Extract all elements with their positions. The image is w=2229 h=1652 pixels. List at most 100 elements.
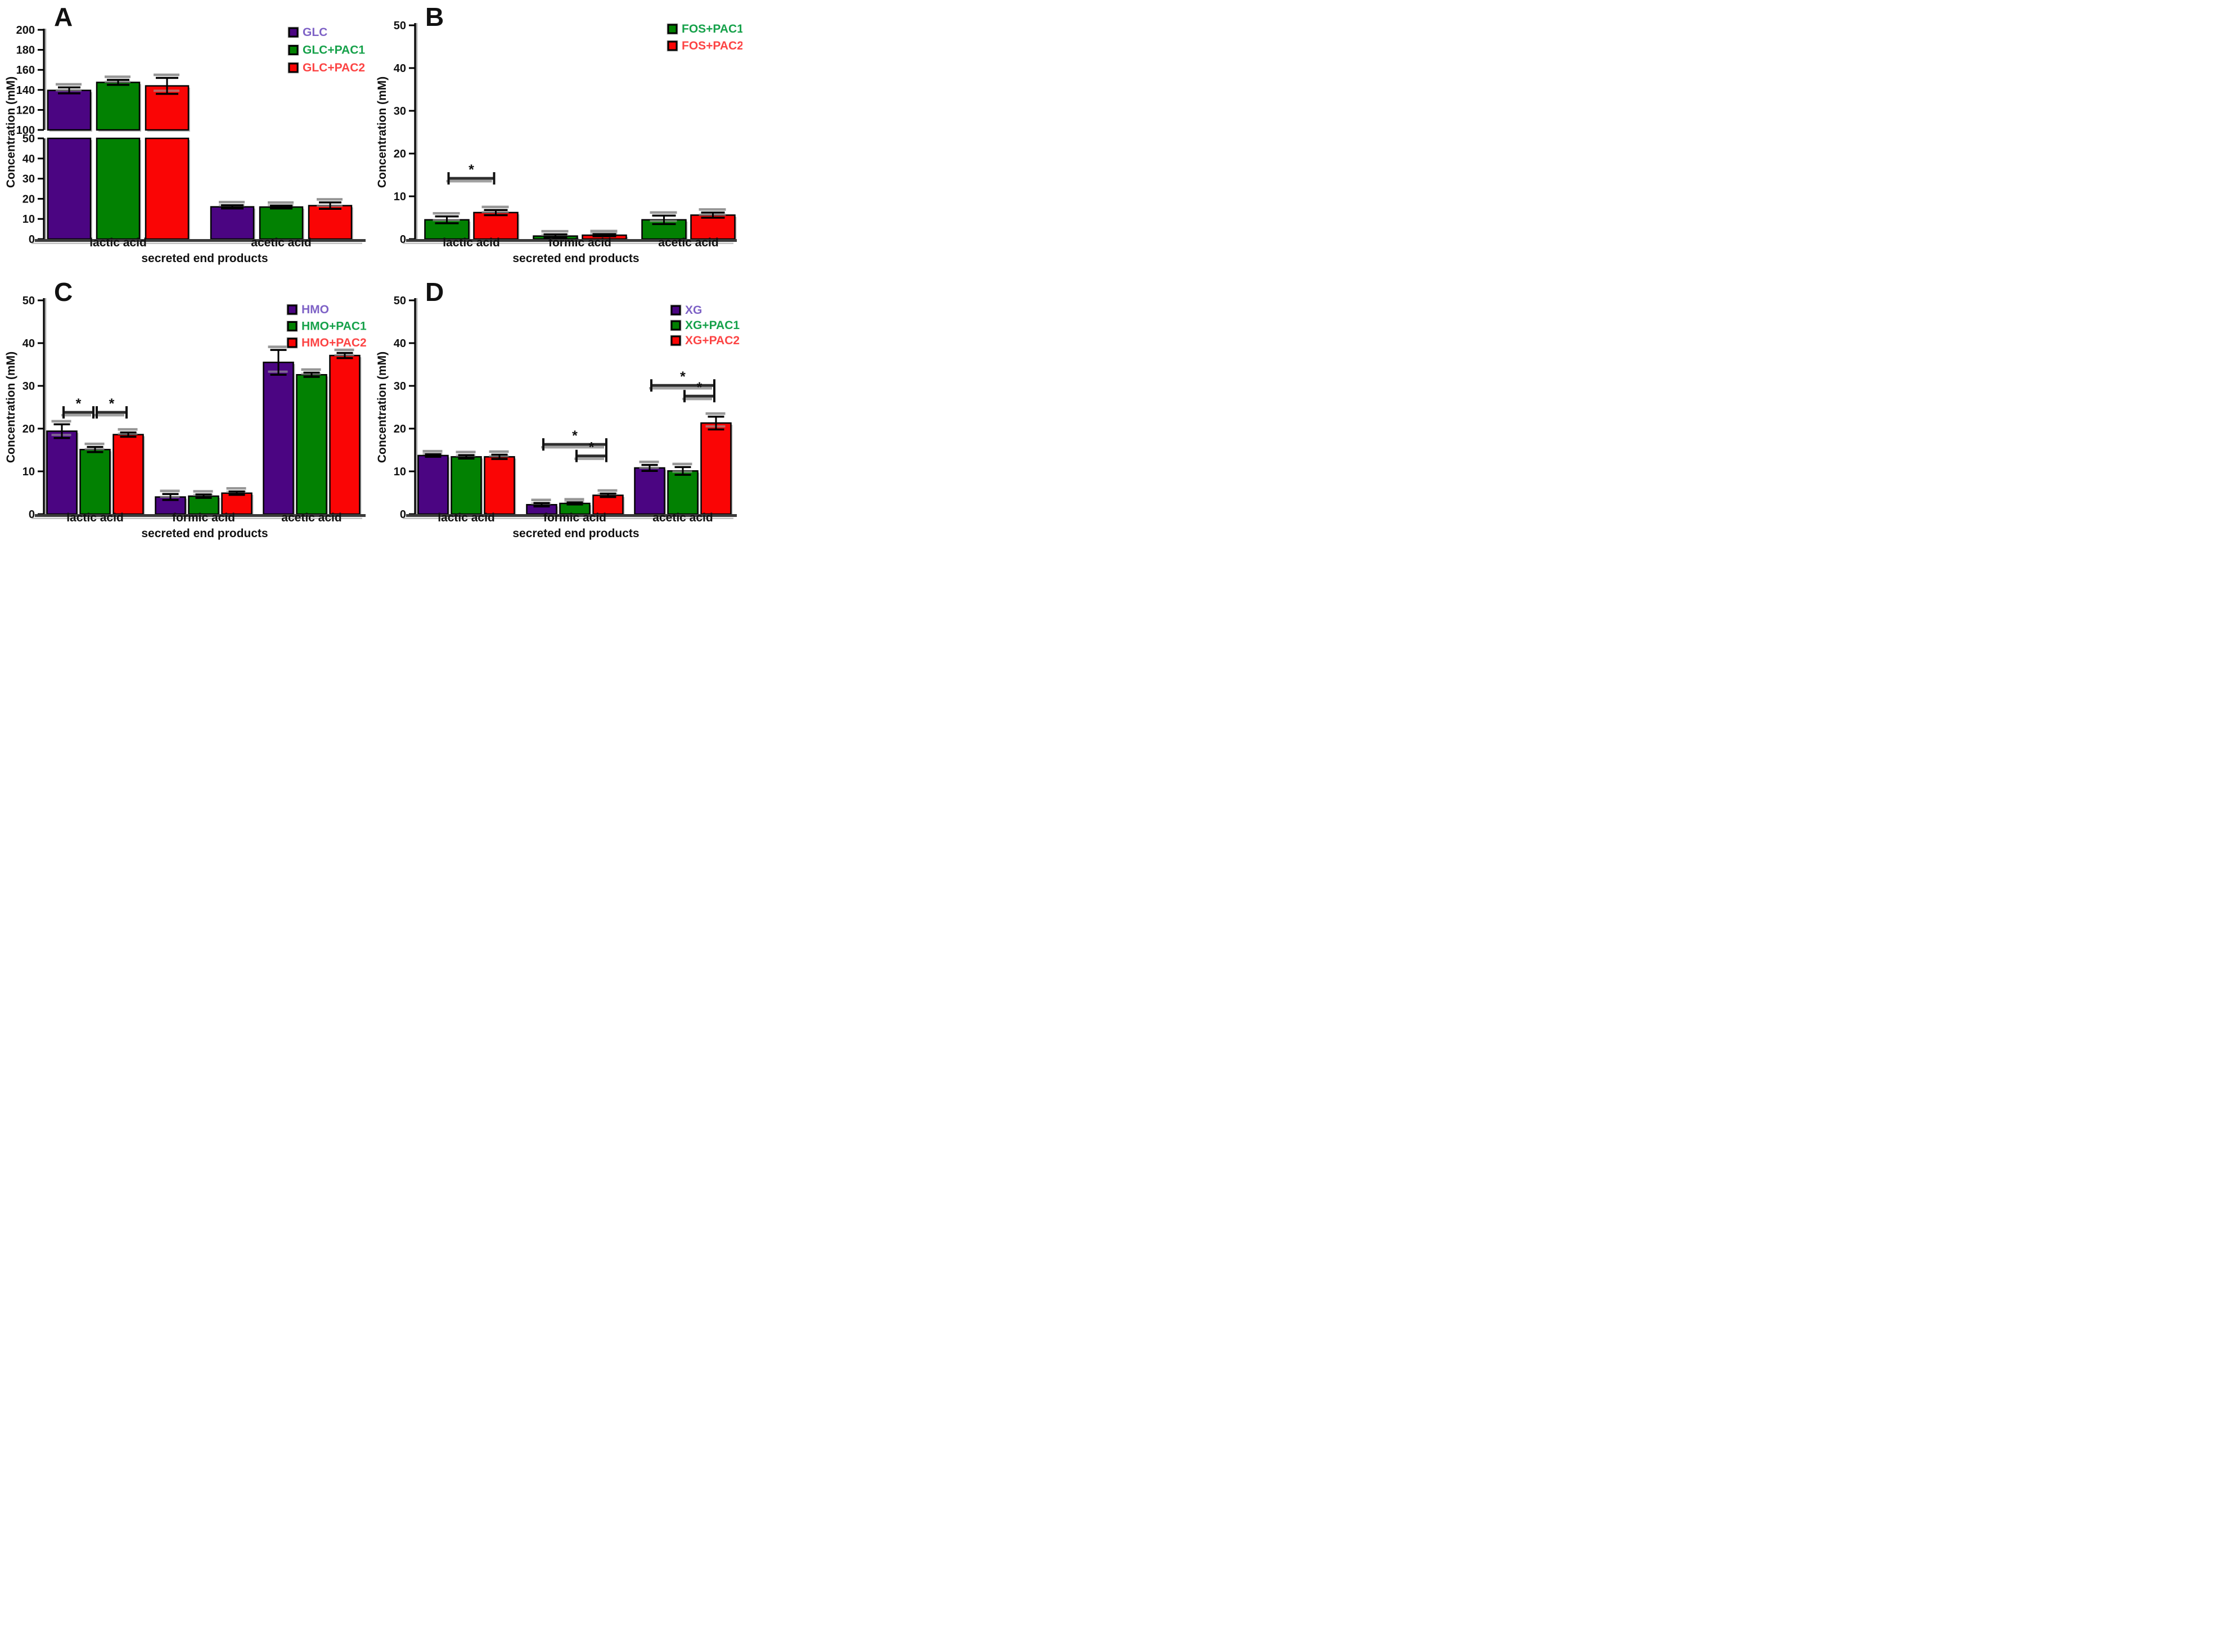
y-tick-label: 20	[22, 193, 35, 205]
bar-GLC-acetic-acid	[210, 206, 255, 240]
bar-HMO+PAC2-lactic-acid	[112, 434, 144, 515]
bars-group	[46, 354, 362, 516]
bar-XG+PAC2-acetic-acid	[700, 422, 732, 515]
significance-star: *	[469, 162, 474, 178]
legend: GLC GLC+PAC1 GLC+PAC2	[287, 26, 365, 74]
x-axis-line	[35, 239, 366, 242]
y-tick-label: 50	[22, 295, 35, 307]
y-axis: 0 10 20 30 40 50	[394, 295, 418, 521]
x-axis-echo	[31, 242, 362, 244]
y-tick-label: 30	[394, 105, 406, 118]
x-axis-echo	[403, 517, 733, 519]
y-tick-label: 30	[394, 380, 406, 393]
panel-letter-A: A	[54, 2, 73, 31]
bar-HMO+PAC1-acetic-acid	[296, 373, 327, 515]
bar-GLC-lactic-acid	[47, 137, 92, 240]
bars-group	[424, 211, 737, 241]
x-category-label: lactic acid	[443, 236, 500, 249]
x-category-label: lactic acid	[66, 511, 124, 524]
y-tick-label: 180	[16, 44, 35, 57]
bar-XG+PAC2-lactic-acid	[484, 456, 515, 515]
legend-item-GLC: GLC	[287, 26, 327, 39]
legend-label-GLC+PAC2: GLC+PAC2	[303, 61, 365, 74]
x-axis-title: secreted end products	[141, 527, 268, 540]
legend-label-FOS+PAC2: FOS+PAC2	[682, 39, 742, 52]
bar-GLC+PAC1-lactic-acid	[96, 82, 141, 131]
four-panel-bar-chart-figure: 0 10 20 30 40 50 100 120 140 160 180 200 GLC GLC+PAC1…	[0, 0, 743, 551]
y-tick-label: 10	[22, 213, 35, 226]
significance-bracket: *	[94, 396, 128, 419]
legend-swatch-GLC+PAC2	[288, 62, 299, 73]
legend-item-HMO: HMO	[286, 303, 329, 316]
y-tick-label: 20	[22, 423, 35, 435]
legend-swatch-FOS+PAC1	[667, 24, 678, 34]
y-tick-label: 10	[394, 191, 406, 203]
y-tick-label: 50	[22, 133, 35, 145]
bar-XG+PAC1-lactic-acid	[451, 456, 482, 515]
y-axis-title: Concentration (mM)	[4, 76, 17, 188]
x-category-label: acetic acid	[652, 511, 713, 524]
legend-item-FOS+PAC2: FOS+PAC2	[667, 39, 742, 52]
bar-HMO+PAC2-formic-acid	[221, 492, 253, 515]
y-tick-label: 200	[16, 24, 35, 37]
legend-label-HMO+PAC1: HMO+PAC1	[301, 320, 367, 333]
bar-XG-lactic-acid	[417, 454, 449, 515]
legend-item-XG+PAC1: XG+PAC1	[670, 319, 740, 332]
x-axis-title: secreted end products	[141, 252, 268, 265]
bar-FOS+PAC2-lactic-acid	[473, 211, 519, 240]
significance-star: *	[572, 428, 578, 444]
legend-label-XG: XG	[685, 304, 702, 317]
bar-XG+PAC1-acetic-acid	[667, 470, 699, 515]
y-axis-title: Concentration (mM)	[376, 76, 389, 188]
legend-swatch-HMO+PAC1	[287, 321, 298, 331]
x-axis-line	[406, 514, 737, 517]
y-tick-label: 140	[16, 84, 35, 97]
significance-star: *	[109, 396, 115, 412]
x-category-label: acetic acid	[281, 511, 341, 524]
x-category-label: acetic acid	[251, 236, 311, 249]
x-category-label: lactic acid	[89, 236, 147, 249]
bar-HMO+PAC2-acetic-acid	[329, 354, 361, 515]
y-tick-label: 0	[400, 508, 406, 521]
legend-item-GLC+PAC2: GLC+PAC2	[287, 61, 365, 74]
legend-item-XG+PAC2: XG+PAC2	[670, 334, 740, 347]
significance-bracket: *	[446, 162, 496, 185]
y-tick-label: 160	[16, 64, 35, 76]
y-tick-label: 0	[29, 233, 35, 246]
y-tick-label: 40	[394, 337, 406, 350]
error-bars-group	[433, 205, 726, 239]
y-tick-label: 100	[16, 124, 35, 137]
y-tick-label: 10	[22, 466, 35, 478]
significance-bracket: *	[682, 380, 715, 403]
y-tick-label: 40	[22, 153, 35, 165]
significance-bracket: *	[541, 428, 607, 451]
x-axis-echo	[31, 517, 362, 519]
legend-label-XG+PAC1: XG+PAC1	[685, 319, 740, 332]
significance-star: *	[680, 369, 686, 385]
legend-label-HMO: HMO	[301, 303, 329, 316]
error-bars-group	[51, 345, 354, 501]
y-tick-label: 30	[22, 173, 35, 186]
y-tick-label: 10	[394, 466, 406, 478]
panel-letter-D: D	[425, 277, 444, 307]
significance-star: *	[589, 440, 595, 456]
panel-letter-C: C	[54, 277, 73, 307]
legend-swatch-FOS+PAC2	[667, 40, 678, 51]
y-tick-label: 120	[16, 104, 35, 116]
x-category-label: formic acid	[543, 511, 606, 524]
x-axis-echo	[403, 242, 733, 244]
legend: XG XG+PAC1 XG+PAC2	[670, 304, 740, 347]
legend-label-XG+PAC2: XG+PAC2	[685, 334, 740, 347]
y-axis-title: Concentration (mM)	[4, 352, 17, 463]
y-tick-label: 30	[22, 380, 35, 393]
x-axis-title: secreted end products	[512, 252, 639, 265]
bar-XG-acetic-acid	[634, 467, 665, 515]
x-category-label: formic acid	[548, 236, 611, 249]
bar-FOS+PAC2-acetic-acid	[690, 214, 736, 240]
x-axis-line	[35, 514, 366, 517]
legend-item-HMO+PAC1: HMO+PAC1	[286, 320, 367, 333]
y-tick-label: 20	[394, 423, 406, 435]
